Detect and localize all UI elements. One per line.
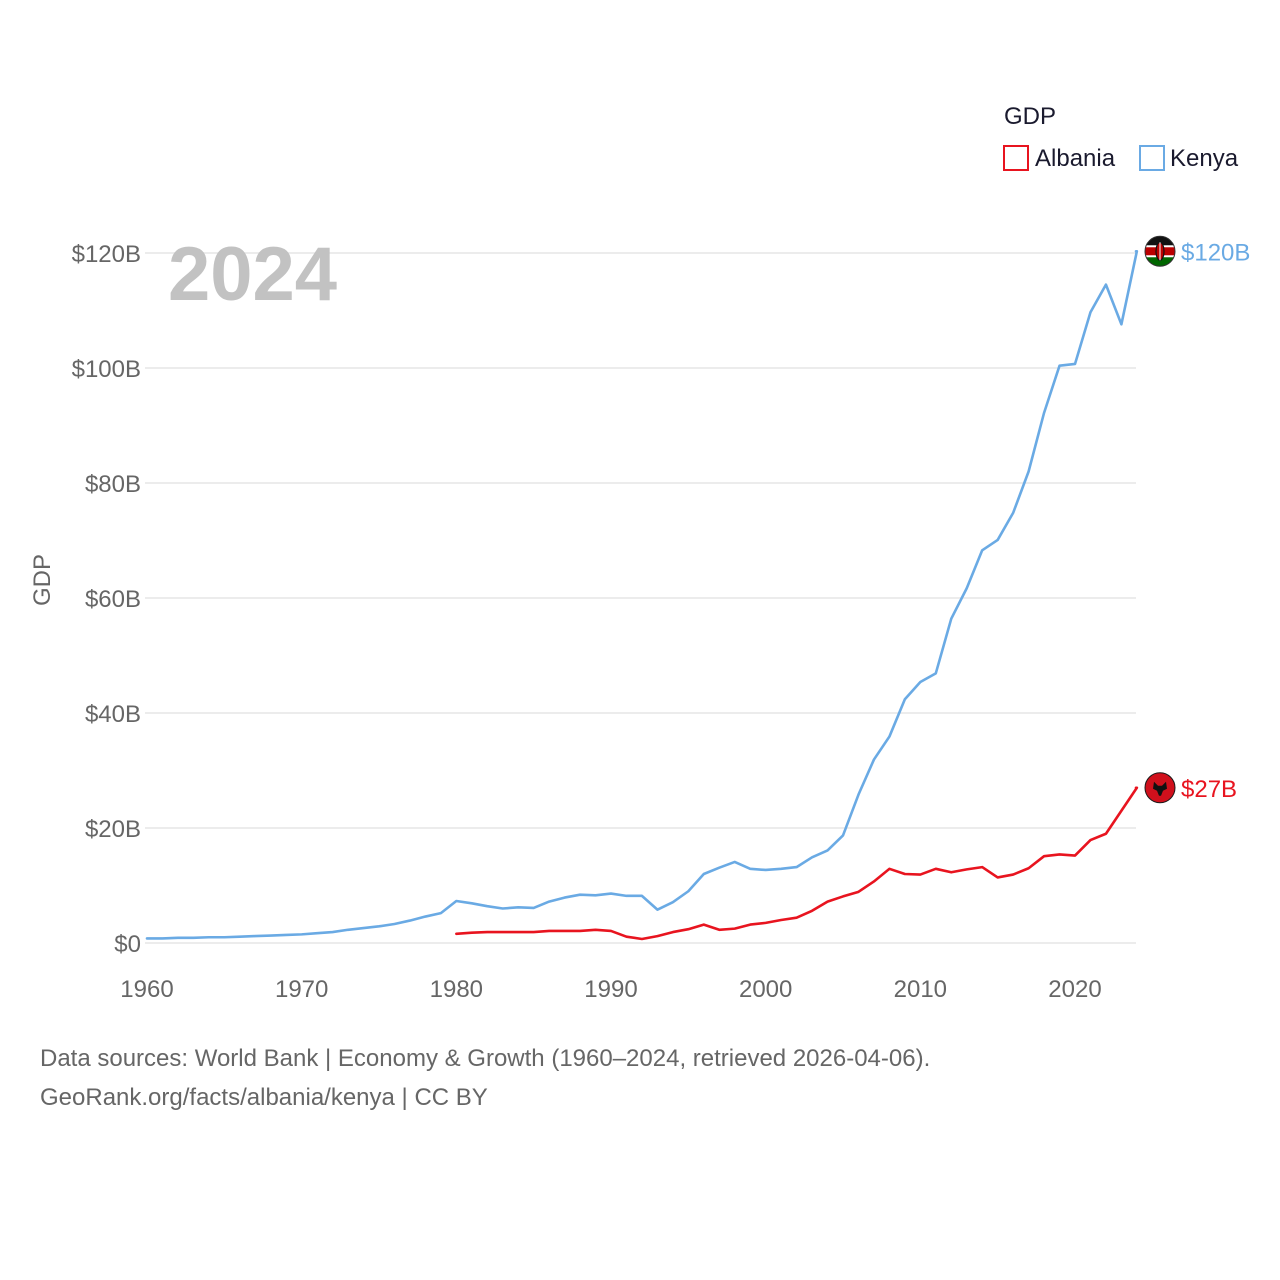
y-tick-label: $0 xyxy=(114,931,141,958)
legend-item-albania[interactable]: Albania xyxy=(1003,145,1116,172)
year-watermark: 2024 xyxy=(168,232,337,317)
legend-label-albania: Albania xyxy=(1035,145,1116,172)
y-tick-label: $60B xyxy=(85,586,141,613)
legend-swatch-kenya xyxy=(1139,145,1165,171)
legend-title: GDP xyxy=(1004,103,1056,130)
y-axis-title: GDP xyxy=(29,554,56,606)
series-line-albania xyxy=(455,786,1139,941)
x-tick-label: 2000 xyxy=(739,976,792,1003)
end-label-albania: $27B xyxy=(1181,776,1237,803)
x-tick-label: 1980 xyxy=(430,976,483,1003)
series-line-kenya xyxy=(145,249,1139,940)
grid-lines xyxy=(145,252,1136,944)
albania-flag-icon xyxy=(1144,772,1176,804)
x-axis-ticks: 1960 1970 1980 1990 2000 2010 2020 xyxy=(120,976,1101,1003)
y-tick-label: $20B xyxy=(85,816,141,843)
series-endpoints: $27B $120B xyxy=(1144,235,1250,804)
series-lines xyxy=(145,249,1139,941)
legend-swatch-albania xyxy=(1003,145,1029,171)
source-line-2[interactable]: GeoRank.org/facts/albania/kenya | CC BY xyxy=(40,1084,488,1111)
legend: GDP Albania Kenya xyxy=(1003,103,1239,172)
x-tick-label: 2020 xyxy=(1048,976,1101,1003)
legend-item-kenya[interactable]: Kenya xyxy=(1139,145,1239,172)
y-axis-ticks: $0 $20B $40B $60B $80B $100B $120B xyxy=(72,241,141,958)
x-tick-label: 2010 xyxy=(894,976,947,1003)
y-tick-label: $80B xyxy=(85,471,141,498)
x-tick-label: 1970 xyxy=(275,976,328,1003)
kenya-flag-icon xyxy=(1144,235,1176,267)
x-tick-label: 1990 xyxy=(584,976,637,1003)
y-tick-label: $40B xyxy=(85,701,141,728)
y-tick-label: $100B xyxy=(72,356,141,383)
y-tick-label: $120B xyxy=(72,241,141,268)
source-line-1: Data sources: World Bank | Economy & Gro… xyxy=(40,1045,931,1072)
x-tick-label: 1960 xyxy=(120,976,173,1003)
end-label-kenya: $120B xyxy=(1181,239,1250,266)
legend-label-kenya: Kenya xyxy=(1170,145,1239,172)
